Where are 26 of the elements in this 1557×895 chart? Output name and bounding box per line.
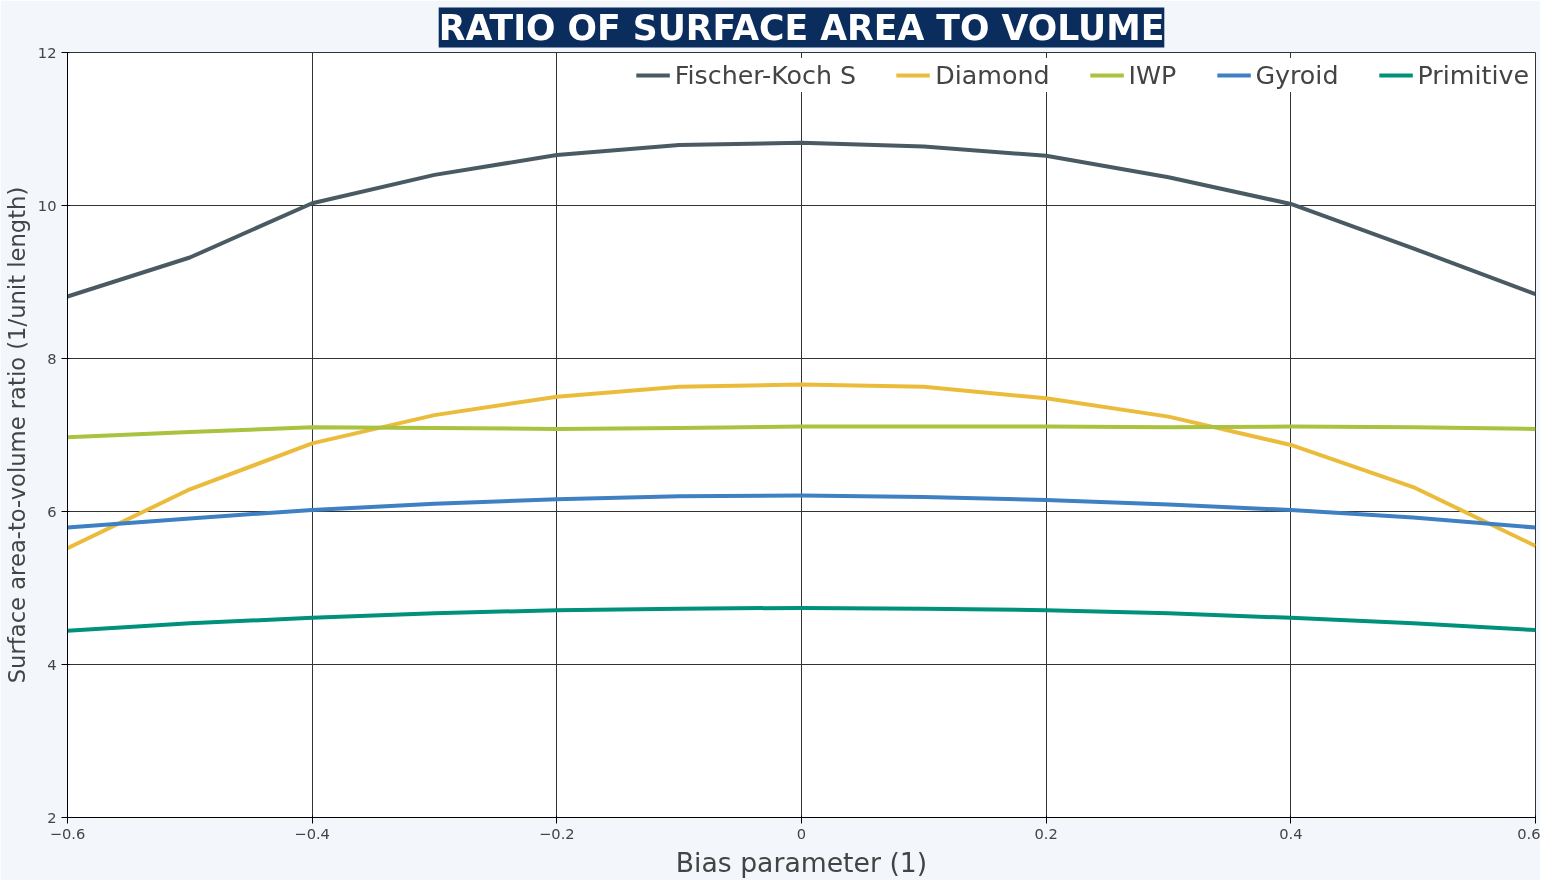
legend-label: Diamond	[935, 60, 1050, 90]
x-tick-label: 0	[796, 824, 807, 842]
y-tick-label: 12	[37, 43, 57, 61]
y-tick-label: 6	[47, 502, 57, 520]
y-tick-label: 2	[47, 808, 57, 826]
x-axis-title: Bias parameter (1)	[675, 846, 928, 878]
x-tick-label: 0.4	[1279, 824, 1303, 842]
x-tick-label: −0.2	[539, 824, 575, 842]
y-axis-title: Surface area-to-volume ratio (1/unit length)	[3, 186, 30, 684]
line-series	[67, 424, 1536, 440]
chart-title: RATIO OF SURFACE AREA TO VOLUME	[438, 7, 1165, 48]
y-tick-label: 10	[37, 196, 57, 214]
x-tick-label: 0.2	[1034, 824, 1058, 842]
line-series	[67, 140, 1536, 299]
legend-label: Fischer-Koch S	[674, 60, 857, 90]
legend-label: Gyroid	[1255, 60, 1339, 90]
x-tick-label: 0.6	[1517, 824, 1541, 842]
legend-label: IWP	[1128, 60, 1177, 90]
x-tick-label: −0.4	[294, 824, 330, 842]
y-tick-label: 8	[47, 349, 57, 367]
x-tick-label: −0.6	[49, 824, 86, 842]
y-tick-label: 4	[47, 655, 57, 673]
legend-label: Primitive	[1417, 60, 1529, 90]
line-series	[67, 605, 1536, 633]
line-series	[67, 493, 1536, 530]
line-series	[67, 382, 1536, 551]
